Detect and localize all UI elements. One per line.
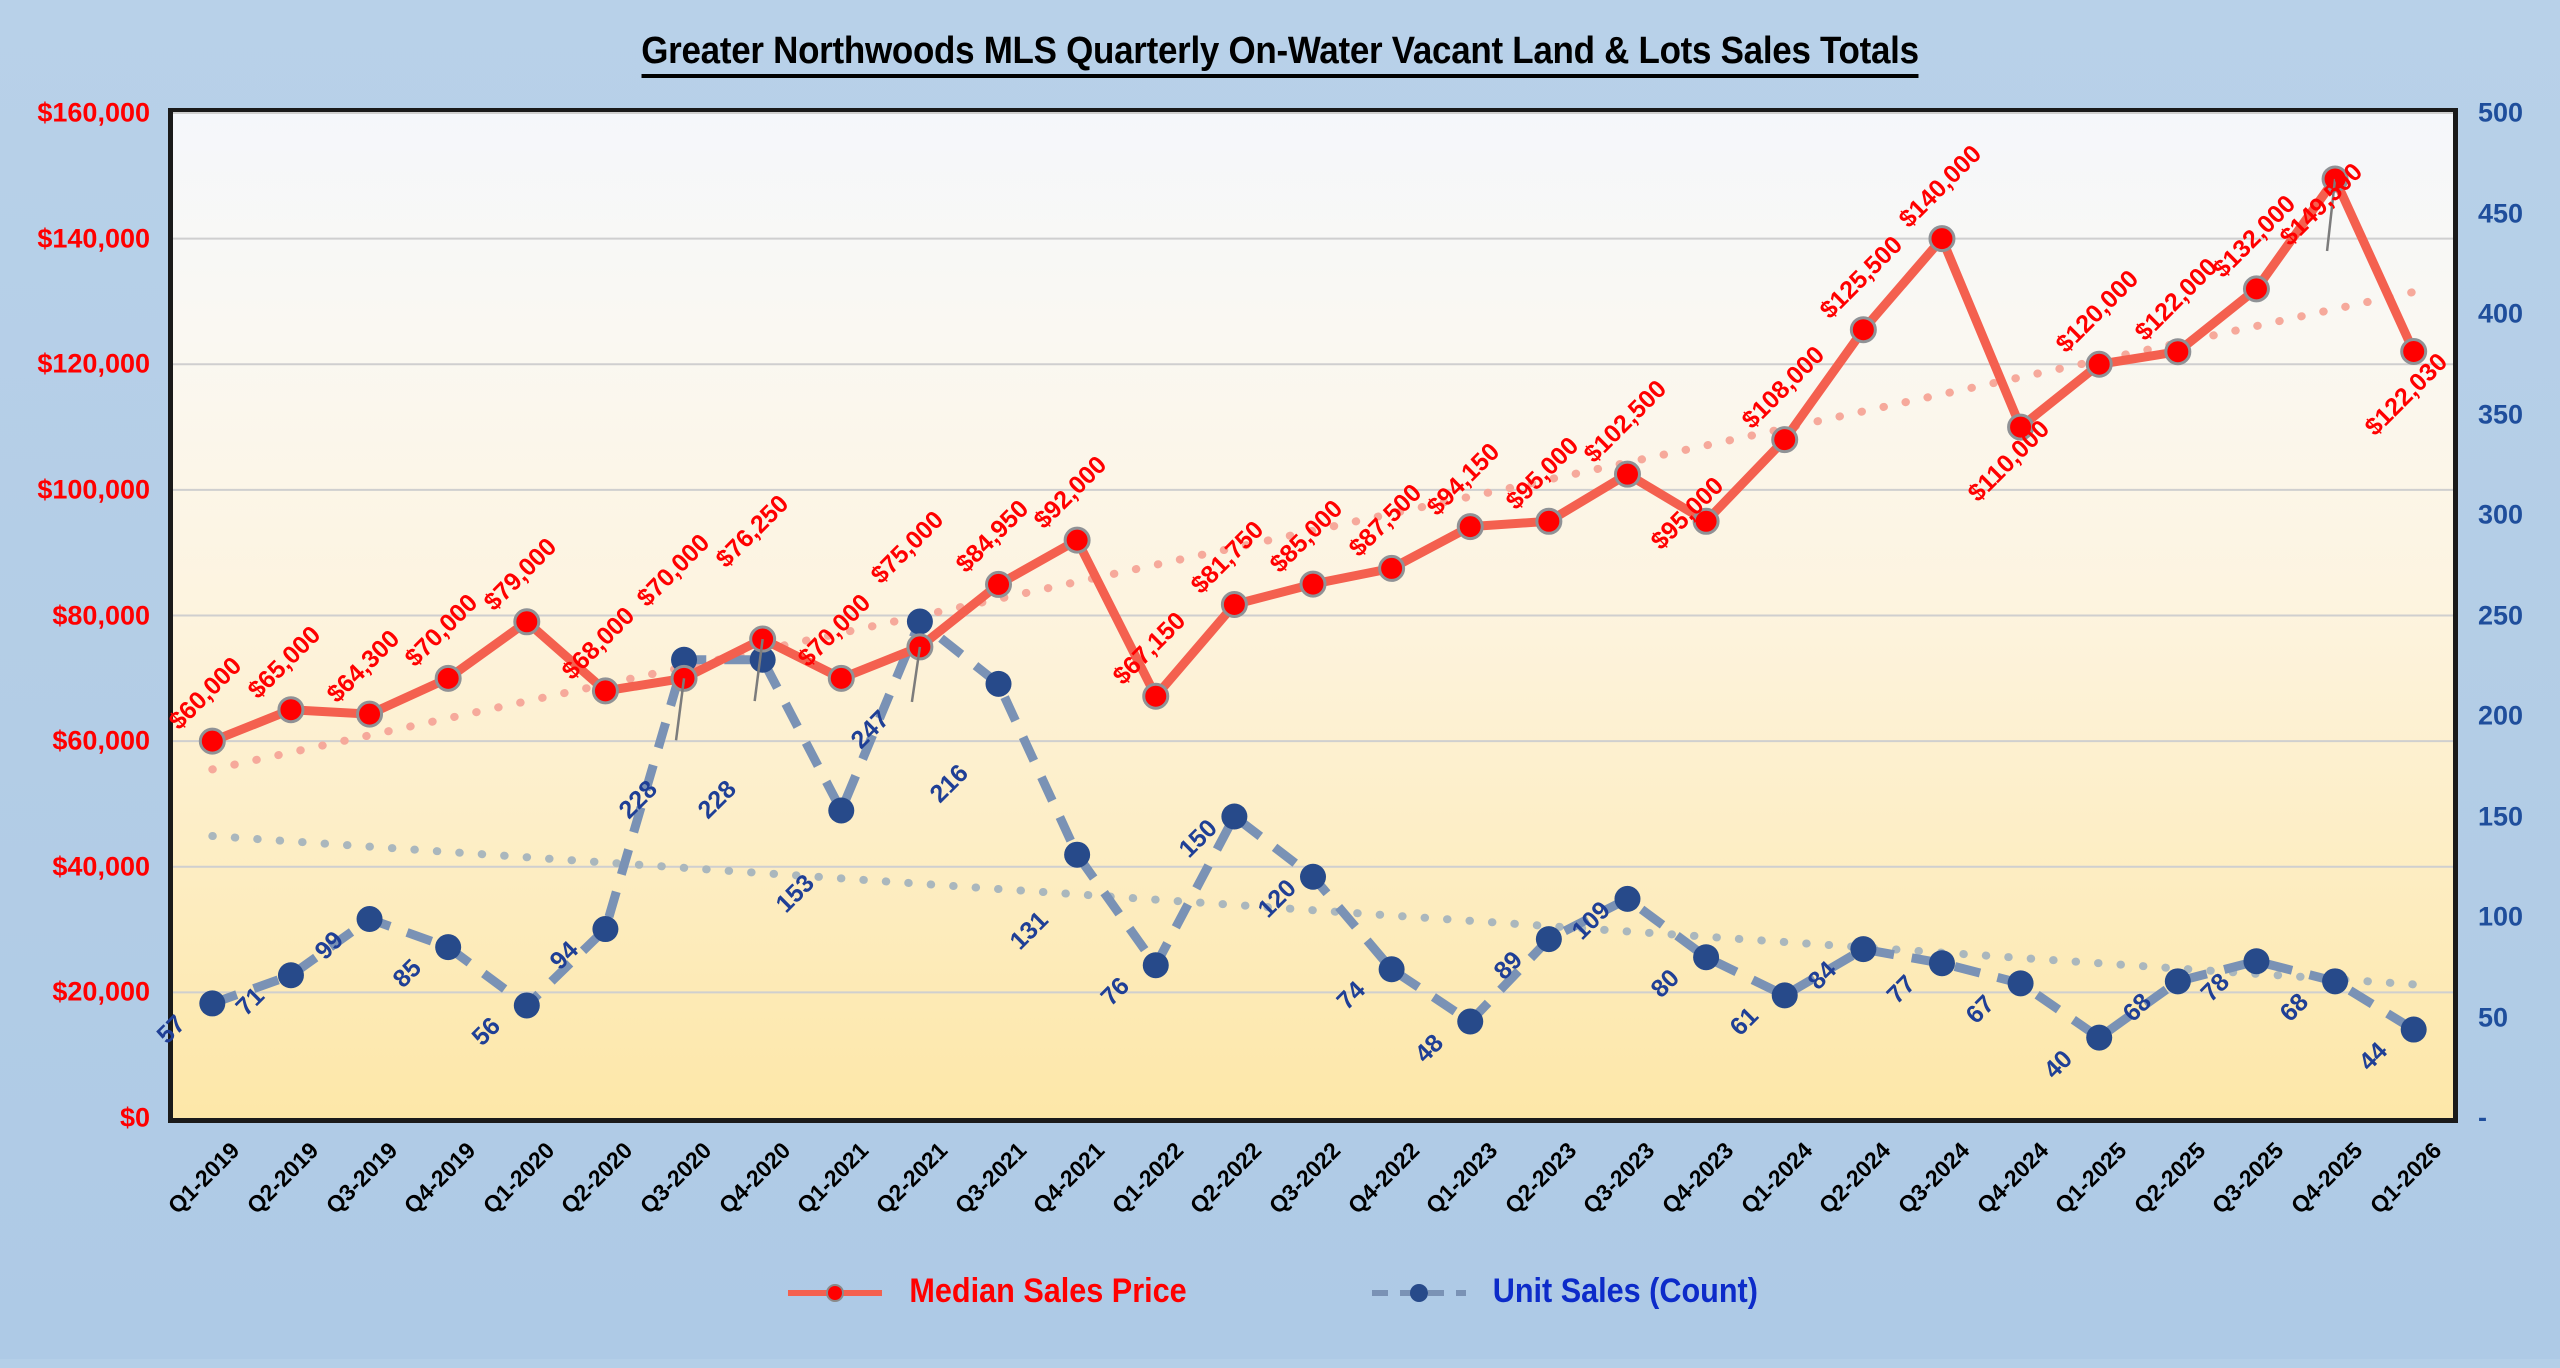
right-axis-tick: 250: [2478, 600, 2524, 630]
right-axis-tick: 50: [2478, 1002, 2509, 1032]
chart-title-text: Greater Northwoods MLS Quarterly On-Wate…: [641, 30, 1919, 78]
left-axis-tick: $100,000: [37, 474, 150, 505]
legend-line-marker-blue-icon: [1371, 1281, 1466, 1303]
right-axis-tick: 150: [2478, 801, 2524, 831]
plot-area: [168, 108, 2458, 1123]
left-axis-tick: $120,000: [37, 348, 150, 379]
legend-label-unit-sales: Unit Sales (Count): [1492, 1272, 1758, 1310]
right-axis-tick: 350: [2478, 399, 2524, 429]
left-axis-tick: $80,000: [52, 600, 150, 630]
chart-canvas: [173, 112, 2453, 1051]
legend-line-marker-red-icon: [787, 1281, 882, 1303]
left-axis-tick: $40,000: [52, 851, 150, 882]
plot-inner: [173, 112, 2453, 1118]
left-axis-tick: $160,000: [37, 97, 150, 128]
legend-item-median-sales-price[interactable]: Median Sales Price: [787, 1272, 1202, 1311]
right-axis-tick: 450: [2478, 198, 2524, 228]
right-axis-tick: 300: [2478, 499, 2524, 530]
left-axis-tick: $0: [119, 1102, 150, 1133]
right-axis-tick: -: [2478, 1102, 2487, 1133]
left-axis-tick: $20,000: [52, 976, 150, 1007]
right-axis-tick: 200: [2478, 700, 2524, 731]
legend-item-unit-sales[interactable]: Unit Sales (Count): [1371, 1272, 1773, 1311]
left-axis-tick: $60,000: [52, 725, 150, 756]
right-axis-tick: 400: [2478, 298, 2524, 329]
left-axis-tick: $140,000: [37, 223, 150, 254]
right-axis-tick: 100: [2478, 901, 2524, 932]
chart-legend: Median Sales Price Unit Sales (Count): [0, 1272, 2560, 1311]
legend-label-median-sales-price: Median Sales Price: [909, 1272, 1187, 1310]
page-title: Greater Northwoods MLS Quarterly On-Wate…: [102, 30, 2457, 78]
right-axis-tick: 500: [2478, 97, 2524, 128]
